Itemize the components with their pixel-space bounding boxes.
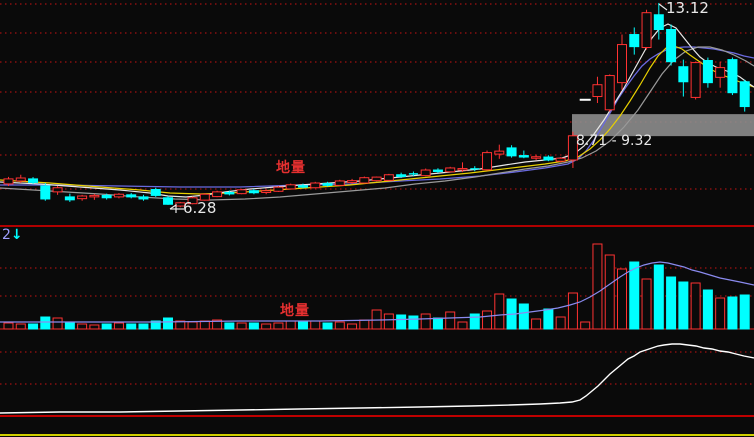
high-price-annotation: 13.12 bbox=[666, 0, 709, 17]
volume-panel-indicator: 2↓ bbox=[2, 228, 23, 242]
diliang-annotation-volume: 地量 bbox=[280, 303, 310, 319]
low-price-annotation: 6.28 bbox=[183, 199, 217, 217]
indicator-number: 2 bbox=[2, 227, 11, 243]
down-arrow-icon: ↓ bbox=[10, 227, 23, 243]
price-range-annotation: 8.71 - 9.32 bbox=[576, 133, 653, 149]
diliang-annotation-main: 地量 bbox=[276, 160, 306, 176]
